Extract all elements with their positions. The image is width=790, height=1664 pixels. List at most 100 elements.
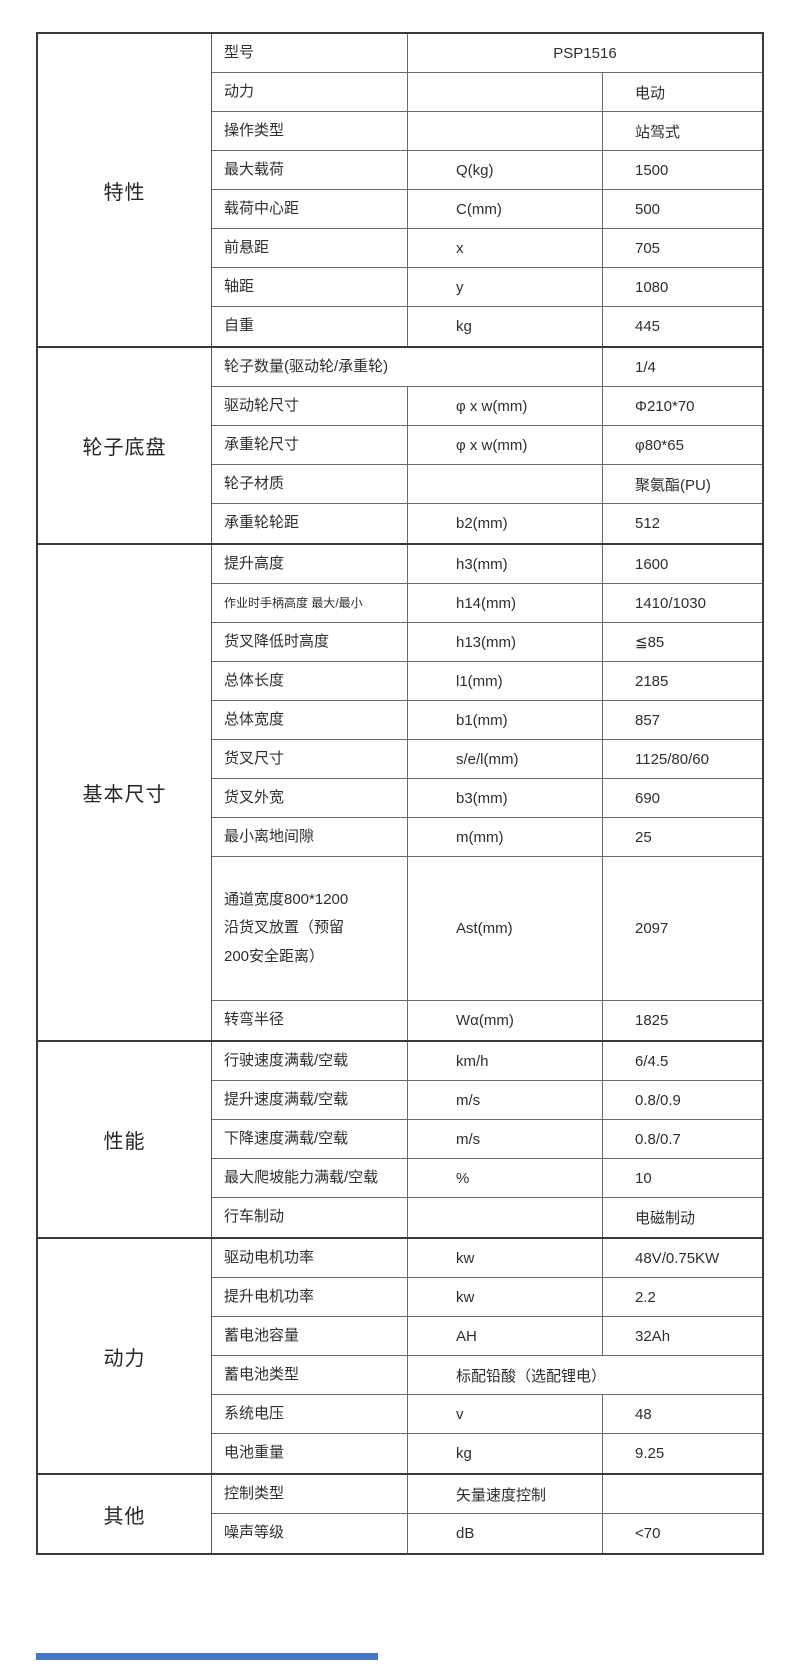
value-cell: Φ210*70 (635, 397, 695, 415)
symbol-cell: φ x w(mm) (408, 426, 603, 464)
param-cell: 电池重量 (212, 1434, 408, 1473)
param-cell: 载荷中心距 (212, 190, 408, 228)
param-cell: 通道宽度800*1200 沿货叉放置（预留 200安全距离） (212, 857, 408, 1000)
section-label: 其他 (38, 1475, 212, 1553)
param-cell: 承重轮尺寸 (212, 426, 408, 464)
param-cell: 型号 (212, 34, 408, 72)
symbol-cell: s/e/l(mm) (408, 740, 603, 778)
spec-row: 动力 电动 (212, 73, 762, 112)
spec-row: 控制类型 矢量速度控制 (212, 1475, 762, 1514)
value-cell: 1080 (635, 278, 669, 296)
value-cell: 6/4.5 (635, 1052, 669, 1070)
value-cell: φ80*65 (635, 436, 684, 454)
spec-row: 提升速度满载/空载 m/s 0.8/0.9 (212, 1081, 762, 1120)
spec-row: 自重 kg 445 (212, 307, 762, 346)
value-cell: 2097 (635, 920, 669, 937)
value-cell: 聚氨酯(PU) (635, 476, 711, 494)
param-cell: 驱动电机功率 (212, 1239, 408, 1277)
spec-row: 最小离地间隙 m(mm) 25 (212, 818, 762, 857)
param-cell: 最大爬坡能力满载/空载 (212, 1159, 408, 1197)
value-cell: 0.8/0.9 (635, 1091, 681, 1109)
param-cell: 提升电机功率 (212, 1278, 408, 1316)
param-cell: 转弯半径 (212, 1001, 408, 1040)
spec-row: 系统电压 v 48 (212, 1395, 762, 1434)
section-label: 动力 (38, 1239, 212, 1473)
param-cell: 提升高度 (212, 545, 408, 583)
symbol-cell: C(mm) (408, 190, 603, 228)
symbol-cell (408, 112, 603, 150)
param-cell: 提升速度满载/空载 (212, 1081, 408, 1119)
symbol-cell: kw (408, 1239, 603, 1277)
value-cell: 2185 (635, 672, 669, 690)
value-cell: 25 (635, 828, 652, 846)
param-cell: 行驶速度满载/空载 (212, 1042, 408, 1080)
param-cell: 系统电压 (212, 1395, 408, 1433)
value-cell: 32Ah (635, 1327, 671, 1345)
value-cell: 48V/0.75KW (635, 1249, 720, 1267)
symbol-cell: kg (408, 1434, 603, 1473)
symbol-cell: km/h (408, 1042, 603, 1080)
symbol-cell: kg (408, 307, 603, 346)
symbol-cell: φ x w(mm) (408, 387, 603, 425)
param-cell: 轴距 (212, 268, 408, 306)
symbol-cell: m/s (408, 1081, 603, 1119)
spec-row: 轮子材质 聚氨酯(PU) (212, 465, 762, 504)
spec-table: 特性 型号 PSP1516 动力 电动 操作类型 站驾式 最大载荷 Q(kg) … (36, 32, 764, 1555)
value-cell: 1500 (635, 161, 669, 179)
param-cell: 作业时手柄高度 最大/最小 (212, 584, 408, 622)
param-cell: 总体宽度 (212, 701, 408, 739)
value-cell: 站驾式 (635, 123, 681, 141)
value-cell: 电磁制动 (635, 1210, 696, 1227)
value-cell: 690 (635, 789, 661, 807)
spec-row: 通道宽度800*1200 沿货叉放置（预留 200安全距离） Ast(mm) 2… (212, 857, 762, 1001)
param-cell: 前悬距 (212, 229, 408, 267)
spec-row: 行车制动 电磁制动 (212, 1198, 762, 1237)
value-cell: 9.25 (635, 1445, 665, 1462)
value-cell: 705 (635, 239, 661, 257)
param-cell: 行车制动 (212, 1198, 408, 1237)
spec-row: 承重轮轮距 b2(mm) 512 (212, 504, 762, 543)
param-cell: 最小离地间隙 (212, 818, 408, 856)
spec-row: 承重轮尺寸 φ x w(mm) φ80*65 (212, 426, 762, 465)
symbol-cell: 矢量速度控制 (408, 1475, 603, 1513)
symbol-cell: h13(mm) (408, 623, 603, 661)
spec-row: 轮子数量(驱动轮/承重轮) 1/4 (212, 348, 762, 387)
spec-row: 电池重量 kg 9.25 (212, 1434, 762, 1473)
spec-section-wheels: 轮子底盘 轮子数量(驱动轮/承重轮) 1/4 驱动轮尺寸 φ x w(mm) Φ… (38, 348, 762, 545)
section-label: 特性 (38, 34, 212, 346)
symbol-cell: kw (408, 1278, 603, 1316)
symbol-cell: x (408, 229, 603, 267)
spec-row: 轴距 y 1080 (212, 268, 762, 307)
spec-section-performance: 性能 行驶速度满载/空载 km/h 6/4.5 提升速度满载/空载 m/s 0.… (38, 1042, 762, 1239)
symbol-cell: b1(mm) (408, 701, 603, 739)
symbol-cell: AH (408, 1317, 603, 1355)
spec-row: 货叉外宽 b3(mm) 690 (212, 779, 762, 818)
value-cell: 2.2 (635, 1288, 656, 1306)
symbol-cell: l1(mm) (408, 662, 603, 700)
spec-section-dimensions: 基本尺寸 提升高度 h3(mm) 1600 作业时手柄高度 最大/最小 h14(… (38, 545, 762, 1042)
param-cell: 蓄电池类型 (212, 1356, 408, 1394)
spec-row: 货叉降低时高度 h13(mm) ≦85 (212, 623, 762, 662)
param-cell: 操作类型 (212, 112, 408, 150)
param-cell: 下降速度满载/空载 (212, 1120, 408, 1158)
spec-row: 提升高度 h3(mm) 1600 (212, 545, 762, 584)
value-cell: 电动 (635, 84, 666, 102)
spec-section-power: 动力 驱动电机功率 kw 48V/0.75KW 提升电机功率 kw 2.2 蓄电… (38, 1239, 762, 1475)
symbol-cell: m/s (408, 1120, 603, 1158)
spec-row: 作业时手柄高度 最大/最小 h14(mm) 1410/1030 (212, 584, 762, 623)
spec-row: 驱动轮尺寸 φ x w(mm) Φ210*70 (212, 387, 762, 426)
spec-row: 总体长度 l1(mm) 2185 (212, 662, 762, 701)
spec-section-other: 其他 控制类型 矢量速度控制 噪声等级 dB <70 (38, 1475, 762, 1553)
param-cell: 承重轮轮距 (212, 504, 408, 543)
param-cell: 自重 (212, 307, 408, 346)
spec-row: 转弯半径 Wα(mm) 1825 (212, 1001, 762, 1040)
symbol-cell: m(mm) (408, 818, 603, 856)
value-cell: 10 (635, 1169, 652, 1187)
symbol-cell: Ast(mm) (408, 857, 603, 1000)
value-cell: 1825 (635, 1012, 669, 1029)
symbol-cell (408, 465, 603, 503)
spec-row: 最大载荷 Q(kg) 1500 (212, 151, 762, 190)
spec-row: 操作类型 站驾式 (212, 112, 762, 151)
param-cell: 动力 (212, 73, 408, 111)
bottom-accent-bar (36, 1653, 378, 1660)
